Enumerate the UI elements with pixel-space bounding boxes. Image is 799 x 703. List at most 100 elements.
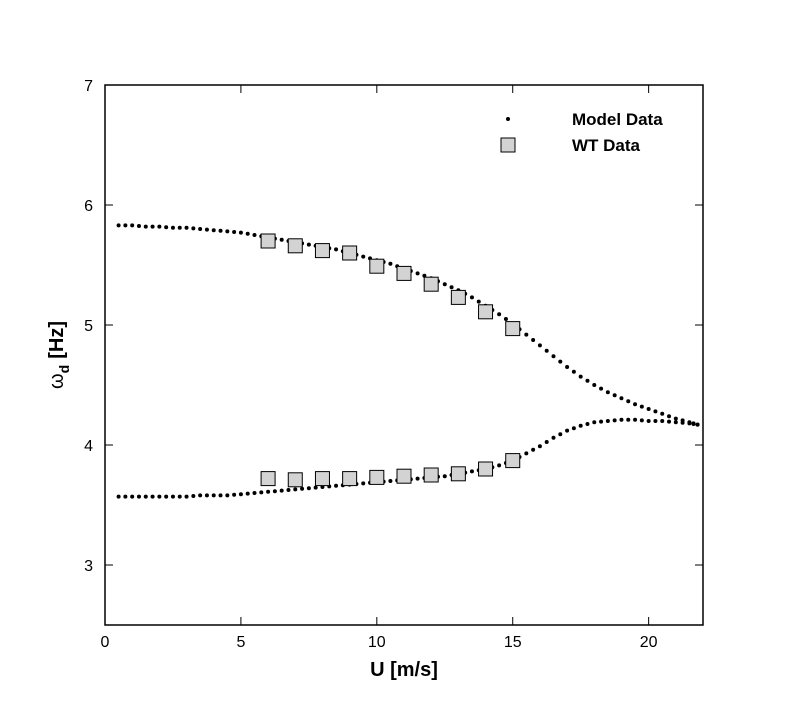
- model-data-point: [136, 224, 141, 228]
- model-data-point: [232, 230, 237, 234]
- model-data-point: [116, 494, 121, 499]
- model-data-point: [306, 242, 311, 247]
- model-data-point: [252, 491, 257, 495]
- wt-data-point: [505, 321, 521, 337]
- y-axis-title: ωd [Hz]: [46, 321, 72, 389]
- model-data-point: [612, 418, 617, 423]
- model-data-point: [639, 404, 644, 409]
- model-data-point: [293, 487, 298, 492]
- model-data-point: [646, 419, 651, 423]
- x-axis-title: U [m/s]: [370, 659, 438, 681]
- model-data-point: [198, 493, 203, 498]
- model-data-point: [667, 419, 672, 424]
- x-tick-label: 10: [368, 634, 386, 651]
- model-data-point: [388, 261, 393, 266]
- model-data-point: [177, 225, 182, 230]
- model-data-point: [191, 494, 196, 498]
- wt-data-point: [505, 453, 521, 469]
- model-data-point: [524, 332, 529, 337]
- model-data-point: [551, 435, 556, 440]
- model-data-point: [150, 494, 155, 499]
- model-data-point: [565, 365, 570, 369]
- wt-data-point: [423, 276, 439, 292]
- model-data-point: [476, 299, 481, 304]
- model-data-point: [334, 247, 339, 252]
- wt-data-point: [369, 258, 385, 274]
- model-data-point: [469, 295, 474, 300]
- model-data-point: [279, 488, 284, 493]
- wt-data-point: [342, 245, 358, 261]
- wt-data-point: [450, 289, 466, 305]
- y-axis-subscript: d: [56, 365, 72, 374]
- model-data-point: [605, 419, 610, 423]
- model-data-point: [503, 317, 508, 321]
- y-axis-ticks: 3 4 5 6 7: [84, 78, 703, 575]
- model-data-point: [143, 224, 148, 229]
- wt-data-point: [396, 265, 412, 281]
- model-data-point: [537, 444, 542, 449]
- model-data-point: [211, 228, 216, 233]
- model-data-point: [497, 312, 502, 317]
- model-data-point: [177, 494, 182, 499]
- model-data-point: [619, 396, 624, 401]
- plot-frame: [104, 84, 704, 626]
- model-data-point: [653, 409, 658, 414]
- wt-data-point: [478, 461, 494, 477]
- model-data-point: [633, 402, 638, 407]
- y-tick-label: 4: [84, 438, 93, 455]
- model-data-point: [130, 494, 135, 499]
- model-data-point: [313, 485, 318, 490]
- data-marks: [116, 223, 700, 499]
- wt-data-point: [369, 469, 385, 485]
- model-data-point: [123, 223, 128, 228]
- model-data-point: [238, 230, 243, 235]
- model-data-point: [286, 488, 291, 492]
- model-data-point: [170, 494, 175, 499]
- model-data-point: [218, 493, 223, 498]
- model-data-point: [660, 419, 665, 423]
- model-data-point: [531, 338, 536, 342]
- model-data-point: [157, 224, 162, 229]
- model-data-point: [585, 422, 590, 426]
- model-data-point: [558, 432, 563, 437]
- model-data-point: [673, 420, 678, 425]
- model-data-point: [157, 494, 162, 499]
- model-data-point: [660, 411, 665, 416]
- model-data-point: [599, 419, 604, 424]
- legend: Model Data WT Data: [500, 110, 663, 155]
- model-data-point: [191, 226, 196, 231]
- x-axis-ticks: 0 5 10 15 20: [101, 85, 658, 651]
- x-tick-label: 15: [504, 634, 522, 651]
- model-data-point: [266, 489, 271, 494]
- legend-label-model-data: Model Data: [572, 110, 663, 129]
- model-data-point: [272, 489, 277, 494]
- wt-data-point: [287, 472, 303, 488]
- model-data-point: [245, 491, 250, 496]
- model-data-point: [238, 492, 243, 497]
- model-data-point: [565, 428, 570, 433]
- model-data-point: [123, 494, 128, 499]
- legend-marker-model-data: [506, 117, 510, 121]
- y-tick-label: 3: [84, 558, 93, 575]
- model-data-point: [225, 229, 230, 234]
- model-data-point: [184, 225, 189, 230]
- model-data-point: [143, 494, 148, 499]
- model-data-point: [442, 474, 447, 479]
- wt-data-point: [450, 466, 466, 482]
- model-data-point: [334, 483, 339, 488]
- model-data-point: [245, 231, 250, 236]
- model-data-point: [218, 228, 223, 233]
- model-data-point: [667, 414, 672, 419]
- model-data-point: [306, 486, 311, 491]
- legend-label-wt-data: WT Data: [572, 136, 641, 155]
- y-tick-label: 5: [84, 318, 93, 335]
- wt-data-point: [342, 471, 358, 487]
- model-data-point: [619, 417, 624, 422]
- model-data-point: [442, 282, 447, 287]
- model-data-point: [388, 479, 393, 483]
- model-data-point: [653, 419, 658, 423]
- x-tick-label: 5: [236, 634, 245, 651]
- model-data-point: [537, 343, 542, 348]
- model-data-point: [578, 423, 583, 428]
